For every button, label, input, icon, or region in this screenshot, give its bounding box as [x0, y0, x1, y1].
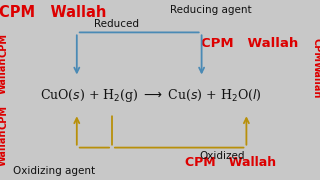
Text: Oxidized: Oxidized — [199, 151, 245, 161]
Text: Reduced: Reduced — [94, 19, 140, 29]
Text: CPM   Wallah: CPM Wallah — [185, 156, 276, 169]
Text: Wallah: Wallah — [0, 129, 8, 166]
Text: CPM: CPM — [312, 38, 320, 62]
Text: Wallah: Wallah — [0, 57, 8, 94]
Text: CPM: CPM — [0, 105, 8, 129]
Text: CPM   Wallah: CPM Wallah — [201, 37, 298, 50]
Text: CuO($s$) + H$_2$(g) $\longrightarrow$ Cu($s$) + H$_2$O($l$): CuO($s$) + H$_2$(g) $\longrightarrow$ Cu… — [40, 87, 261, 104]
Text: Oxidizing agent: Oxidizing agent — [13, 166, 95, 176]
Text: CPM   Wallah: CPM Wallah — [0, 5, 107, 20]
Text: CPM: CPM — [0, 33, 8, 57]
Text: Reducing agent: Reducing agent — [170, 5, 252, 15]
Text: Wallah: Wallah — [312, 60, 320, 98]
